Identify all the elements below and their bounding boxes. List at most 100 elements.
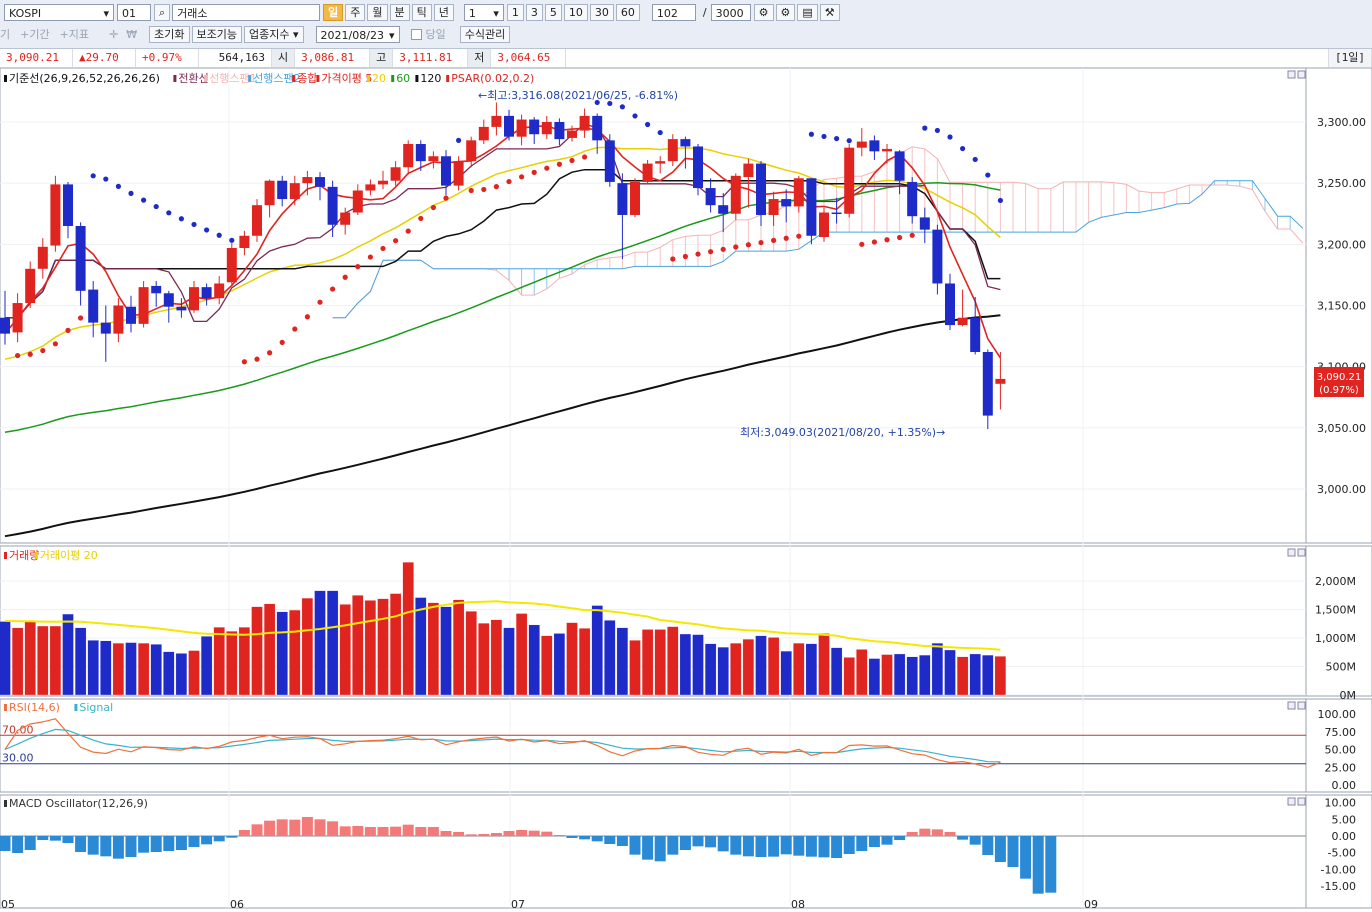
legend-swatch [74,704,78,711]
candle-body [718,205,729,214]
price-legend-item: 20 [372,72,386,85]
macd-bar [604,836,616,844]
period-week-button[interactable]: 주 [345,3,366,21]
legend-swatch [4,75,7,82]
macd-bar [629,836,641,855]
macd-bar [276,819,288,836]
total-input[interactable]: 3000 [710,3,751,21]
macd-bar [705,836,717,848]
candle-body [705,188,716,206]
interval-5-button[interactable]: 5 [544,3,562,21]
same-day-checkbox[interactable] [410,28,422,40]
volume-bar [931,642,944,696]
price-legend-item: PSAR(0.02,0.2) [451,72,534,85]
legend-swatch [292,75,296,82]
price-legend-item: 기준선(26,9,26,52,26,26,26) [9,72,160,85]
psar-dot [330,286,336,292]
macd-bar [112,836,124,859]
macd-bar [843,836,855,854]
price-y-tick: 3,150.00 [1317,300,1366,313]
candle-body [768,199,779,215]
macd-bar [906,832,918,836]
volume-bar [440,606,452,696]
macd-bar [994,836,1006,862]
interval-10-button[interactable]: 10 [563,3,588,21]
panel-max-icon [1297,797,1306,806]
crosshair-icon[interactable]: ✛ [109,27,119,41]
candle-body [151,285,162,294]
interval-3-button[interactable]: 3 [525,3,543,21]
period-month-button[interactable]: 월 [367,3,388,21]
volume-legend-item: 거래이평 20 [40,549,98,562]
psar-dot [897,234,903,241]
volume-layer [0,562,1007,696]
interval-30-button[interactable]: 30 [589,3,614,21]
volume-bar [704,643,717,696]
symbol-select[interactable]: KOSPI ▾ [4,3,114,21]
psar-dot [720,246,726,252]
psar-dot [40,347,46,354]
code-input[interactable]: 01 [117,3,151,21]
interval-60-button[interactable]: 60 [615,3,640,21]
volume-bar [893,653,906,696]
psar-dot [103,176,109,182]
candle-body [214,283,225,299]
search-icon[interactable]: ⌕ [154,3,171,21]
add-indicator-button[interactable]: +지표 [59,28,90,41]
price-legend-item: 선행스팬1 [209,72,256,85]
macd-bar [1032,836,1044,894]
psar-dot [771,237,777,243]
psar-dot [317,299,323,305]
interval-1-button[interactable]: 1 [506,3,524,21]
x-tick-label: 09 [1084,898,1098,911]
psar-dot [191,221,197,228]
price-y-tick: 3,200.00 [1317,238,1366,251]
formula-manager-button[interactable]: 수식관리 [459,25,511,43]
assist-button[interactable]: 보조기능 [191,25,243,43]
reset-button[interactable]: 초기화 [149,25,190,43]
psar-dot [481,186,487,193]
period-tick-button[interactable]: 틱 [411,3,432,21]
psar-dot [342,274,348,280]
macd-bar [238,830,250,836]
period-day-button[interactable]: 일 [323,3,344,21]
open-label: 시 [272,49,296,67]
psar-dot [947,134,953,140]
macd-bar [957,836,969,840]
print-icon[interactable]: ▤ [797,3,818,21]
candle-body [25,268,36,304]
sector-select[interactable]: 업종지수 ▾ [244,25,304,43]
timeframe-badge: [1일] [1328,49,1372,67]
price-legend-item: 종합 [297,72,317,85]
period-year-button[interactable]: 년 [433,3,454,21]
psar-layer [15,99,1004,365]
price-y-tick: 3,000.00 [1317,483,1366,496]
psar-dot [934,127,941,134]
macd-bar [616,836,628,846]
psar-dot [556,161,563,167]
candle-body [302,177,313,184]
exchange-field[interactable]: 거래소 [172,3,321,21]
candle-body [642,163,653,182]
psar-dot [430,204,436,211]
settings-icon[interactable]: ⚙ [753,3,774,21]
gear-icon[interactable]: ⚙ [775,3,796,21]
panel-max-icon [1297,548,1306,557]
macd-bar [654,836,666,862]
volume-bar [62,613,74,696]
count-stepper[interactable]: 102 [651,3,696,21]
candle-body [970,317,981,352]
volume-bar [830,647,843,696]
tools-icon[interactable]: ⚒ [819,3,840,21]
currency-icon[interactable]: ₩ [126,27,138,41]
macd-layer [0,817,1306,894]
psar-dot [972,156,978,163]
volume-bar [339,604,351,696]
interval-value: 1 [468,6,476,20]
interval-select[interactable]: 1 ▾ [463,3,504,21]
period-minute-button[interactable]: 분 [389,3,410,21]
add-period-button[interactable]: +기간 [20,28,50,41]
volume-bar [541,635,553,696]
date-select[interactable]: 2021/08/23 ▾ [315,25,400,43]
